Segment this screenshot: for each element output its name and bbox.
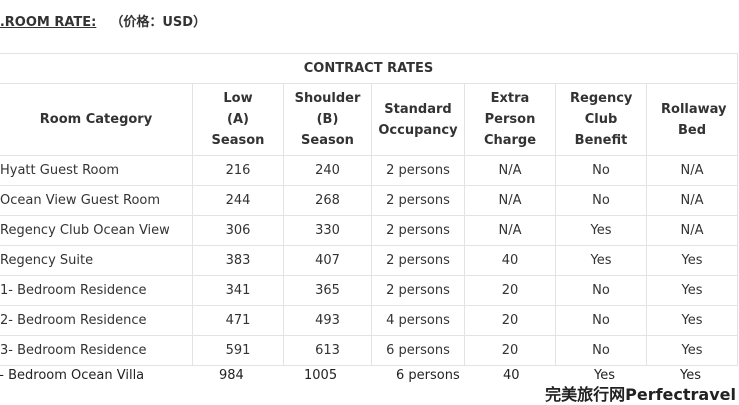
table-cell: 2- Bedroom Residence [0,305,193,336]
table-cell: 984 [219,368,244,383]
table-cell: 613 [283,335,372,366]
table-cell: 268 [283,185,372,216]
table-cell: No [555,335,647,366]
table-cell: 3- Bedroom Ocean Villa [0,368,145,383]
rates-table: CONTRACT RATES Room Category Low (A) Seaso… [0,53,739,366]
table-row: Regency Club Ocean View 306 330 2 persons N/… [0,215,739,246]
table-cell: Hyatt Guest Room [0,155,193,186]
table-cell: 2 persons [371,215,465,246]
table-cell: Regency Suite [0,245,193,276]
table-cell: No [555,185,647,216]
table-cell: 3- Bedroom Residence [0,335,193,366]
table-cell: 40 [464,245,556,276]
table-cell: Yes [645,275,739,306]
caption-row: CONTRACT RATES [0,53,739,84]
table-cell: 365 [283,275,372,306]
table-cell: 1- Bedroom Residence [0,275,193,306]
table-cell: 2 persons [371,245,465,276]
table-cell: N/A [645,215,739,246]
table-cell: 330 [283,215,372,246]
table-cell: 2 persons [371,275,465,306]
table-cell: Yes [645,335,739,366]
table-cell: Yes [645,245,739,276]
table-cell: Yes [555,215,647,246]
table-cell: 591 [192,335,284,366]
header-row: Room Category Low (A) Season Shoulder (B) … [0,83,739,156]
table-cell: 383 [192,245,284,276]
table-row: Regency Suite 383 407 2 persons 40 Yes Yes [0,245,739,276]
table-cell: 493 [283,305,372,336]
table-cell: N/A [464,155,556,186]
heading-title: I.ROOM RATE: [0,15,97,30]
table-cell: 2 persons [371,155,465,186]
table-cell: 20 [464,275,556,306]
table-cell: No [555,155,647,186]
table-row: 1- Bedroom Residence 341 365 2 persons 20 No Y… [0,275,739,306]
watermark: 完美旅行网Perfectravel [545,385,736,404]
table-row: 3- Bedroom Residence 591 613 6 persons 20 No Y… [0,335,739,366]
table-cell: Yes [645,305,739,336]
table-cell: 341 [192,275,284,306]
table-cell: No [555,305,647,336]
table-cell: Yes [680,368,701,383]
table-cell: 20 [464,305,556,336]
column-header: Regency Club Benefit [555,83,647,156]
column-header: Rollaway Bed [645,83,739,156]
table-cell: 6 persons [371,335,465,366]
table-cell: 6 persons [396,368,460,383]
table-cell: Yes [555,245,647,276]
table-cell: 471 [192,305,284,336]
table-cell: Yes [594,368,615,383]
table-row: 2- Bedroom Residence 471 493 4 persons 20 No Y… [0,305,739,336]
table-cell: 306 [192,215,284,246]
table-cell: N/A [464,185,556,216]
table-cell: 240 [283,155,372,186]
table-cell: N/A [645,155,739,186]
table-cell: 2 persons [371,185,465,216]
table-cell: 20 [464,335,556,366]
column-header: Room Category [0,83,193,156]
last-row: 3- Bedroom Ocean Villa 984 1005 6 persons 40… [0,366,739,388]
column-header: Extra Person Charge [464,83,556,156]
table-cell: 244 [192,185,284,216]
table-cell: 1005 [304,368,338,383]
heading: I.ROOM RATE: （价格：USD） [0,11,206,30]
table-cell: N/A [645,185,739,216]
table-cell: Regency Club Ocean View [0,215,193,246]
table-cell: N/A [464,215,556,246]
heading-note: （价格：USD） [110,15,207,30]
table-caption: CONTRACT RATES [0,53,739,84]
column-header: Low (A) Season [192,83,284,156]
table-cell: 4 persons [371,305,465,336]
column-header: Standard Occupancy [371,83,465,156]
table-cell: Ocean View Guest Room [0,185,193,216]
table-cell: 216 [192,155,284,186]
column-header: Shoulder (B) Season [283,83,372,156]
table-row: Hyatt Guest Room 216 240 2 persons N/A No N/A [0,155,739,186]
table-cell: 407 [283,245,372,276]
table-row: Ocean View Guest Room 244 268 2 persons N/A N… [0,185,739,216]
table-cell: No [555,275,647,306]
table-cell: 40 [503,368,520,383]
